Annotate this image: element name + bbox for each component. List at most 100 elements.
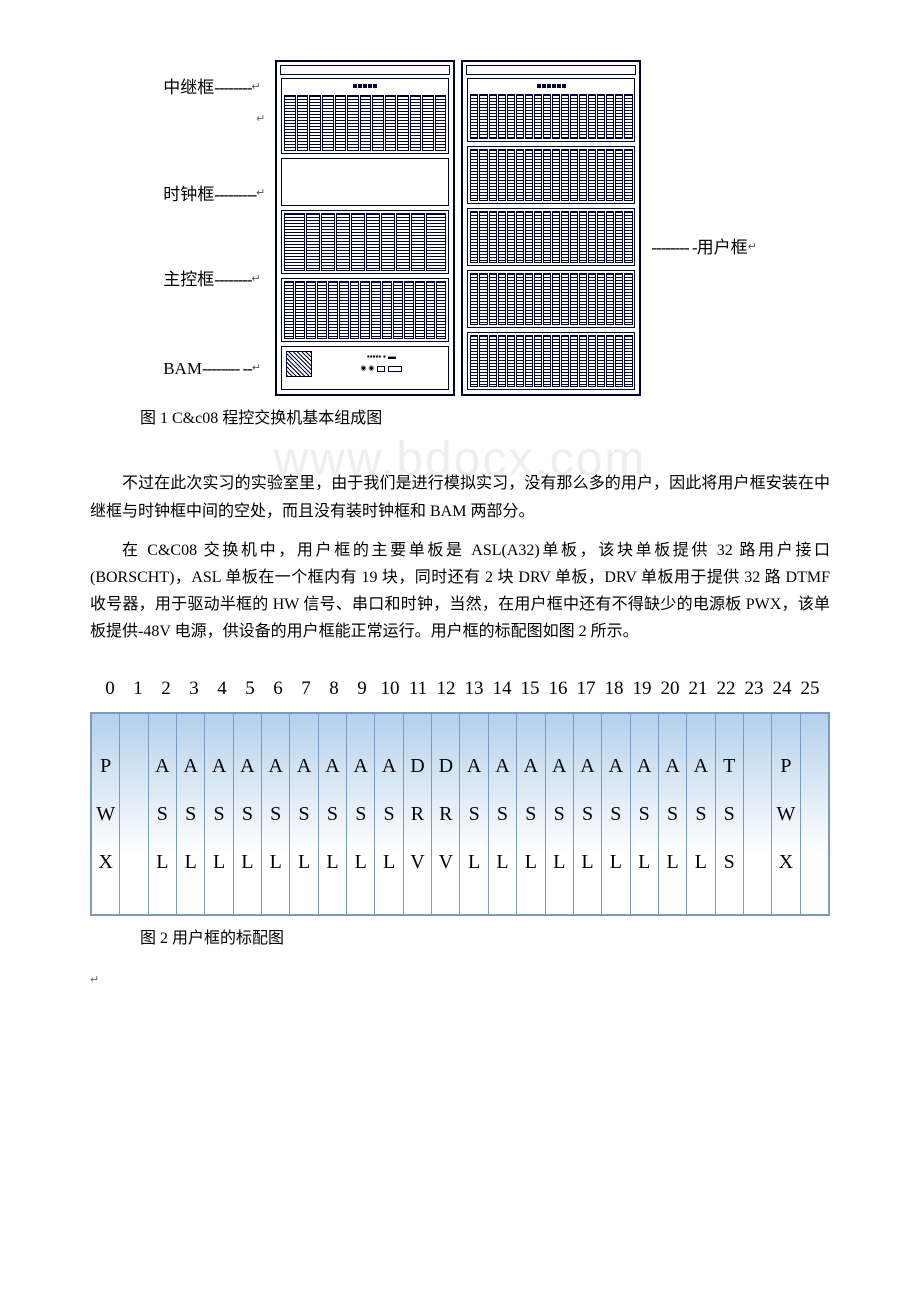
slot-number: 21	[684, 674, 712, 704]
slot-letter	[812, 838, 817, 886]
slot-letter: V	[410, 838, 424, 886]
slot-column: ASL	[262, 714, 290, 914]
rack-cabinets: ▪▪▪▪▪ ▪ ▬ ◉ ◉	[275, 60, 641, 396]
slot-column: TSS	[716, 714, 744, 914]
user-frame-2	[467, 146, 635, 204]
slot-number: 15	[516, 674, 544, 704]
slot-number: 4	[208, 674, 236, 704]
slot-letter: S	[724, 838, 735, 886]
slot-number: 3	[180, 674, 208, 704]
slot-column: ASL	[205, 714, 233, 914]
slot-number: 13	[460, 674, 488, 704]
slot-column: ASL	[234, 714, 262, 914]
slot-column: DRV	[404, 714, 432, 914]
slot-letter: L	[610, 838, 622, 886]
slot-letter: S	[525, 790, 536, 838]
slot-letter: L	[213, 838, 225, 886]
slot-letter: A	[637, 742, 651, 790]
slot-letter: A	[609, 742, 623, 790]
slot-letter: A	[382, 742, 396, 790]
left-rack: ▪▪▪▪▪ ▪ ▬ ◉ ◉	[275, 60, 455, 396]
slot-letter: L	[383, 838, 395, 886]
slot-letter: V	[439, 838, 453, 886]
slot-letter: L	[298, 838, 310, 886]
slot-letter: A	[297, 742, 311, 790]
slot-number: 25	[796, 674, 824, 704]
slot-number: 9	[348, 674, 376, 704]
label-relay: 中继框	[163, 74, 214, 101]
slot-number: 20	[656, 674, 684, 704]
slot-number: 22	[712, 674, 740, 704]
slot-column: DRV	[432, 714, 460, 914]
user-frame-1	[467, 78, 635, 142]
slot-letter: S	[213, 790, 224, 838]
slot-letter: S	[299, 790, 310, 838]
relay-frame	[281, 78, 449, 154]
figure1-caption: 图 1 C&c08 程控交换机基本组成图	[140, 406, 830, 432]
slot-table-body: PWX ASLASLASLASLASLASLASLASLASLDRVDRVASL…	[90, 712, 830, 916]
paragraph-1: 不过在此次实习的实验室里，由于我们是进行模拟实习，没有那么多的用户，因此将用户框…	[90, 470, 830, 524]
slot-column: ASL	[290, 714, 318, 914]
slot-letter: A	[183, 742, 197, 790]
slot-column: ASL	[546, 714, 574, 914]
slot-column: ASL	[517, 714, 545, 914]
slot-letter: S	[610, 790, 621, 838]
slot-letter: S	[582, 790, 593, 838]
slot-letter: S	[667, 790, 678, 838]
slot-letter: A	[495, 742, 509, 790]
figure1-rack-diagram: 中继框 -------- ↵ ↵ 时钟框 --------- ↵ 主控框 ---…	[90, 60, 830, 396]
slot-letter: A	[269, 742, 283, 790]
slot-letter: S	[355, 790, 366, 838]
slot-letter: A	[212, 742, 226, 790]
slot-column: ASL	[659, 714, 687, 914]
slot-letter: X	[779, 838, 793, 886]
slot-letter: S	[270, 790, 281, 838]
slot-number: 1	[124, 674, 152, 704]
slot-column	[744, 714, 772, 914]
user-frame-4	[467, 270, 635, 328]
clock-frame	[281, 210, 449, 274]
main-frame	[281, 278, 449, 342]
slot-letter: S	[384, 790, 395, 838]
slot-column: ASL	[177, 714, 205, 914]
slot-letter: L	[695, 838, 707, 886]
slot-number: 7	[292, 674, 320, 704]
slot-column: ASL	[347, 714, 375, 914]
empty-frame	[281, 158, 449, 206]
slot-letter: A	[467, 742, 481, 790]
slot-letter	[132, 742, 137, 790]
user-frame-5	[467, 332, 635, 390]
slot-number: 11	[404, 674, 432, 704]
slot-letter: T	[723, 742, 735, 790]
bam-frame: ▪▪▪▪▪ ▪ ▬ ◉ ◉	[281, 346, 449, 390]
slot-column: ASL	[460, 714, 488, 914]
slot-number: 17	[572, 674, 600, 704]
slot-letter: L	[241, 838, 253, 886]
figure2-slot-table: 0123456789101112131415161718192021222324…	[90, 666, 830, 916]
slot-column: ASL	[574, 714, 602, 914]
slot-letter	[755, 790, 760, 838]
slot-column: ASL	[319, 714, 347, 914]
slot-letter: A	[552, 742, 566, 790]
slot-number: 16	[544, 674, 572, 704]
slot-letter: L	[525, 838, 537, 886]
slot-column: ASL	[602, 714, 630, 914]
slot-letter: L	[496, 838, 508, 886]
slot-column: PWX	[772, 714, 800, 914]
slot-number: 18	[600, 674, 628, 704]
slot-column: PWX	[92, 714, 120, 914]
slot-letter: L	[156, 838, 168, 886]
slot-letter: R	[439, 790, 452, 838]
slot-column: ASL	[687, 714, 715, 914]
slot-letter: A	[524, 742, 538, 790]
slot-column	[120, 714, 148, 914]
figure1-right-labels: -------- - 用户框 ↵	[651, 194, 756, 261]
slot-letter: S	[185, 790, 196, 838]
slot-letter: L	[638, 838, 650, 886]
slot-letter	[132, 838, 137, 886]
slot-letter: D	[439, 742, 453, 790]
slot-letter: S	[327, 790, 338, 838]
figure2-caption: 图 2 用户框的标配图	[140, 926, 830, 952]
slot-number: 10	[376, 674, 404, 704]
slot-letter: D	[410, 742, 424, 790]
